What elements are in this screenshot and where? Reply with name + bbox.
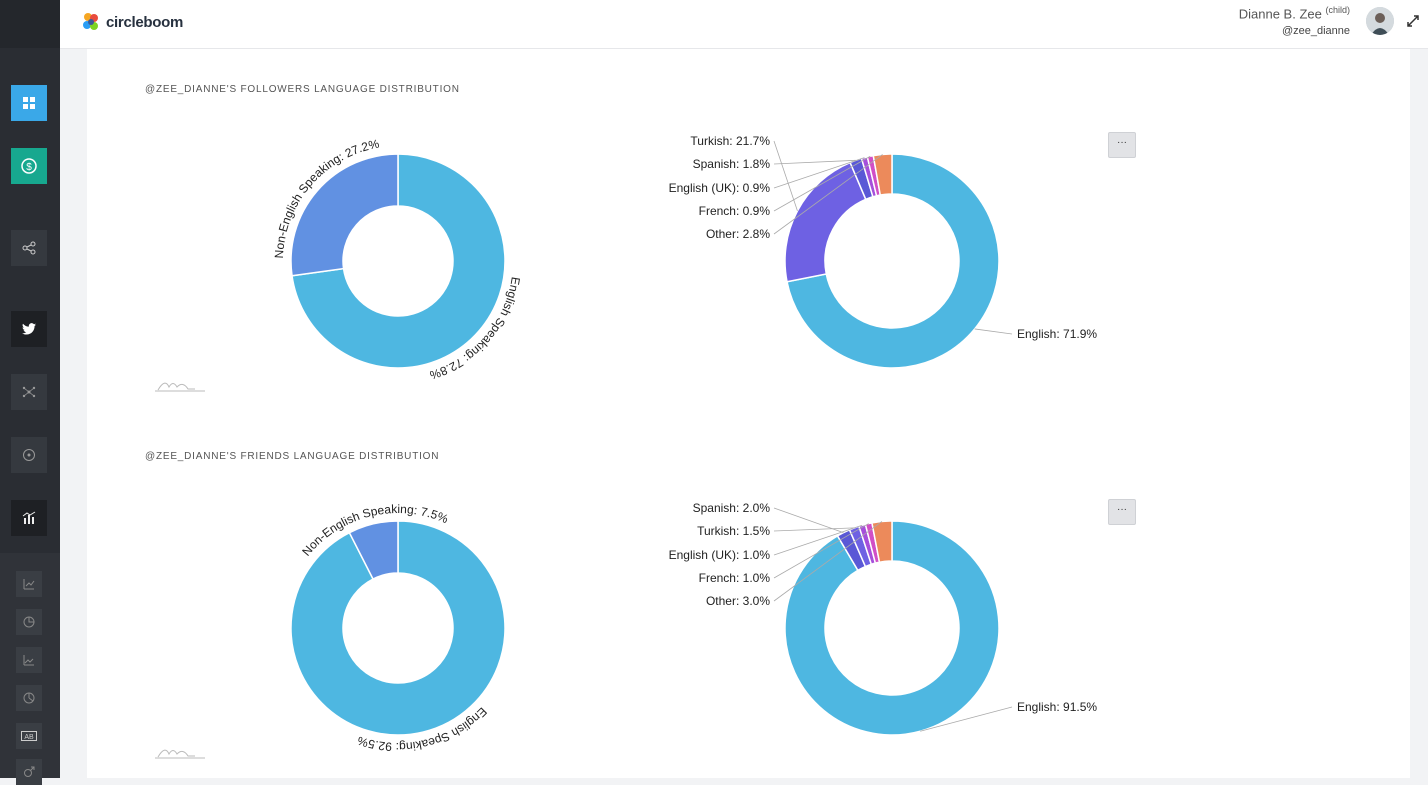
sidebar-item-twitter[interactable]: [11, 311, 47, 347]
svg-text:$: $: [26, 162, 32, 173]
logo-text: circleboom: [106, 13, 184, 31]
trend-chart-icon: [23, 579, 35, 590]
pie-chart-icon: [23, 616, 35, 628]
dashboard-icon: [23, 97, 35, 109]
slice-label-spanish: Spanish: 1.8%: [693, 157, 771, 171]
slice-label-english-uk: English (UK): 0.9%: [669, 181, 771, 195]
slice-label-other: Other: 2.8%: [706, 227, 770, 241]
share-icon: [22, 241, 36, 255]
slice-label-turkish: Turkish: 21.7%: [690, 134, 770, 148]
avatar[interactable]: [1366, 7, 1394, 35]
slice-label-french: French: 1.0%: [699, 571, 771, 585]
pie-slice-non-english-speaking[interactable]: [290, 153, 399, 277]
sidebar-item-pie[interactable]: [16, 685, 42, 711]
leader-line: [773, 140, 798, 212]
user-tag: (child): [1325, 5, 1350, 15]
pie-slice-non-english-speaking[interactable]: [348, 520, 399, 581]
followers-section-title: @ZEE_DIANNE'S FOLLOWERS LANGUAGE DISTRIB…: [145, 84, 460, 95]
friends-section-title: @ZEE_DIANNE'S FRIENDS LANGUAGE DISTRIBUT…: [145, 451, 440, 462]
sidebar-item-share[interactable]: [11, 230, 47, 266]
slice-label-other: Other: 3.0%: [706, 594, 770, 608]
pie-icon: [23, 692, 35, 704]
svg-text:AB: AB: [24, 734, 34, 741]
sparkline-icon: [155, 382, 205, 392]
sidebar-item-analytics[interactable]: [11, 500, 47, 536]
expand-icon: [1407, 15, 1419, 27]
sidebar-item-pricing[interactable]: $: [11, 148, 47, 184]
circle-target-icon: [23, 449, 35, 461]
avatar-icon: [1366, 7, 1394, 35]
pie-slice-english[interactable]: [786, 153, 1000, 369]
sidebar-item-area-chart[interactable]: [16, 647, 42, 673]
friends-languages-chart: English: 91.5% Spanish: 2.0% Turkish: 1.5%…: [669, 501, 1097, 736]
leader-line: [773, 523, 869, 579]
followers-speaking-chart: English Speaking: 72.8%Non-English Speak…: [272, 136, 523, 382]
leader-line: [920, 706, 1013, 732]
network-icon: [22, 386, 36, 398]
leader-line: [773, 521, 883, 602]
user-info[interactable]: Dianne B. Zee (child) @zee_dianne: [1239, 5, 1350, 37]
sidebar-item-dashboard[interactable]: [11, 85, 47, 121]
analytics-icon: [22, 511, 36, 524]
sidebar-item-target[interactable]: [11, 437, 47, 473]
slice-label-english: English: 71.9%: [1017, 327, 1097, 341]
pie-slice-other[interactable]: [871, 520, 893, 564]
slice-label-turkish: Turkish: 1.5%: [697, 524, 770, 538]
leader-line: [773, 157, 865, 189]
area-chart-icon: [23, 655, 34, 666]
friends-speaking-chart: English Speaking: 92.5%Non-English Speak…: [290, 502, 506, 754]
dollar-icon: $: [21, 158, 37, 174]
leader-line: [773, 524, 863, 556]
slice-label-spanish: Spanish: 2.0%: [693, 501, 771, 515]
sidebar: $: [0, 0, 60, 785]
sidebar-submenu: AB: [0, 553, 60, 785]
friends-chart-menu-button[interactable]: ···: [1108, 499, 1136, 525]
pie-slice-other[interactable]: [872, 153, 893, 196]
top-bar: circleboom Dianne B. Zee (child) @zee_di…: [60, 0, 1428, 49]
circleboom-logo-icon: [83, 13, 98, 30]
leader-line: [773, 155, 871, 212]
slice-label-french: French: 0.9%: [699, 204, 771, 218]
twitter-icon: [22, 323, 36, 335]
sidebar-item-trend[interactable]: [16, 571, 42, 597]
ab-test-icon: AB: [21, 731, 37, 741]
sidebar-item-network[interactable]: [11, 374, 47, 410]
followers-chart-menu-button[interactable]: ···: [1108, 132, 1136, 158]
slice-label-english-uk: English (UK): 1.0%: [669, 548, 771, 562]
content-panel: @ZEE_DIANNE'S FOLLOWERS LANGUAGE DISTRIB…: [87, 49, 1410, 778]
user-handle: @zee_dianne: [1281, 25, 1350, 38]
pie-slice-english-speaking[interactable]: [290, 520, 506, 736]
logo[interactable]: circleboom: [80, 11, 183, 33]
leader-line: [773, 154, 883, 235]
slice-label-english: English: 91.5%: [1017, 700, 1097, 714]
user-name: Dianne B. Zee: [1238, 6, 1322, 22]
sidebar-item-pie-chart[interactable]: [16, 609, 42, 635]
gender-icon: [24, 766, 35, 777]
followers-languages-chart: English: 71.9% Turkish: 21.7% Spanish: 1.8…: [669, 134, 1097, 369]
pie-slice-english[interactable]: [784, 520, 1000, 736]
leader-line: [773, 527, 855, 532]
sidebar-item-gender[interactable]: [16, 759, 42, 785]
leader-line: [773, 159, 856, 165]
pie-slice-english-speaking[interactable]: [291, 153, 506, 369]
fullscreen-button[interactable]: [1406, 14, 1422, 30]
sidebar-item-ab-test[interactable]: AB: [16, 723, 42, 749]
sparkline-icon: [155, 749, 205, 759]
leader-line: [974, 328, 1013, 335]
sidebar-header: [0, 0, 60, 48]
